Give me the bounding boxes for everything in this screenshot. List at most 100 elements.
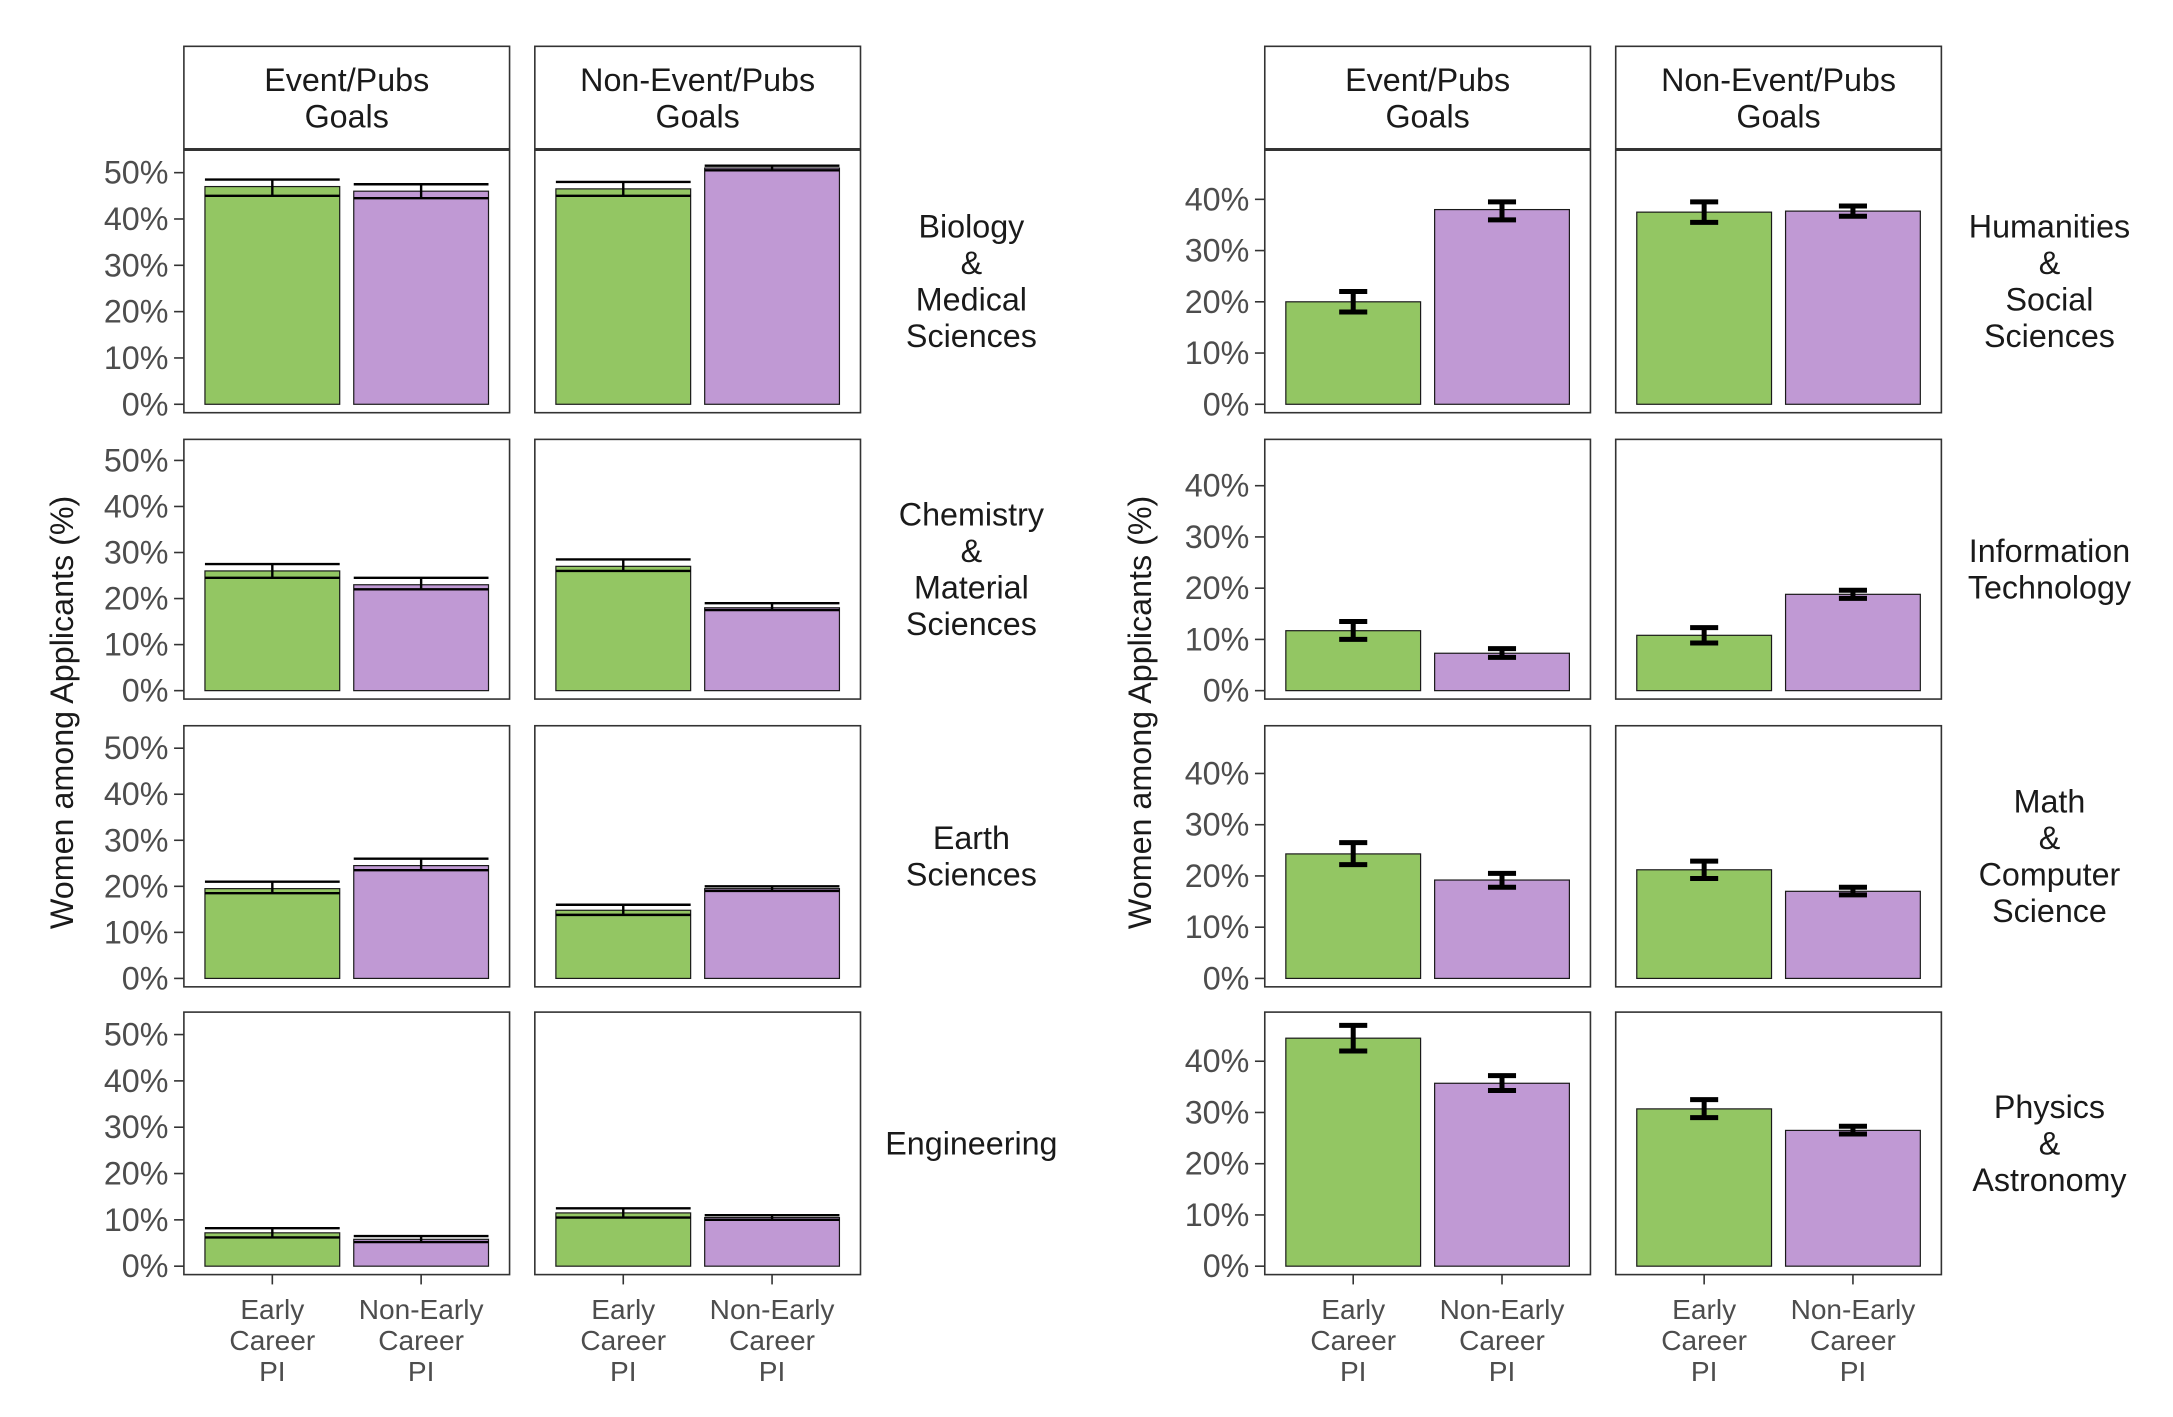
bar: [1784, 210, 1921, 405]
bar: [353, 190, 490, 405]
y-tick-label: 30%: [1185, 519, 1250, 555]
y-tick-label: 10%: [1185, 1197, 1250, 1233]
y-tick-label: 40%: [104, 1063, 169, 1099]
y-tick-label: 50%: [104, 730, 169, 766]
bar: [1784, 890, 1921, 980]
bar: [1636, 1108, 1773, 1267]
facet-strip-header: [534, 45, 862, 150]
y-tick-label: 0%: [122, 1248, 169, 1284]
x-tick-label: Non-Early Career PI: [1791, 1294, 1916, 1387]
y-tick-label: 40%: [1185, 468, 1250, 504]
y-tick-label: 30%: [1185, 233, 1250, 269]
y-tick-label: 10%: [1185, 335, 1250, 371]
facet-row-label: Chemistry & Material Sciences: [899, 496, 1045, 641]
y-tick-label: 20%: [104, 294, 169, 330]
y-tick-label: 10%: [104, 1202, 169, 1238]
y-tick-label: 20%: [104, 868, 169, 904]
x-tick-label: Early Career PI: [229, 1294, 315, 1387]
bar: [204, 888, 341, 980]
y-tick-label: 30%: [104, 247, 169, 283]
facet-row-label: Biology & Medical Sciences: [906, 209, 1037, 354]
bar: [204, 185, 341, 405]
bar: [1285, 301, 1422, 405]
y-tick-label: 20%: [1185, 570, 1250, 606]
y-tick-label: 30%: [104, 822, 169, 858]
x-tick-label: Non-Early Career PI: [359, 1294, 484, 1387]
y-tick-label: 0%: [1203, 673, 1250, 709]
y-tick-label: 20%: [104, 1156, 169, 1192]
facet-strip-label: Event/Pubs Goals: [1345, 62, 1510, 134]
y-tick-label: 10%: [104, 627, 169, 663]
bar: [1434, 208, 1570, 405]
facet-row-label: Information Technology: [1968, 533, 2132, 605]
y-tick-label: 40%: [1185, 755, 1250, 791]
facet-strip-header: [1614, 45, 1943, 150]
y-tick-label: 10%: [1185, 909, 1250, 945]
y-tick-label: 20%: [1185, 1146, 1250, 1182]
y-tick-label: 0%: [1203, 1248, 1250, 1284]
facet-row-label: Math & Computer Science: [1979, 784, 2121, 929]
facet-strip-label: Event/Pubs Goals: [264, 62, 429, 134]
y-tick-label: 50%: [104, 155, 169, 191]
bar: [555, 1212, 692, 1267]
x-tick-label: Early Career PI: [1310, 1294, 1396, 1387]
y-tick-label: 0%: [1203, 386, 1250, 422]
y-tick-label: 20%: [1185, 858, 1250, 894]
facet-strip-header: [1263, 45, 1592, 150]
bar: [555, 909, 692, 980]
bar: [1285, 1037, 1422, 1267]
y-tick-label: 0%: [122, 960, 169, 996]
y-tick-label: 0%: [1203, 960, 1250, 996]
bar: [353, 584, 490, 692]
y-axis-title: Women among Applicants (%): [44, 496, 80, 929]
y-tick-label: 40%: [104, 488, 169, 524]
x-tick-label: Non-Early Career PI: [1440, 1294, 1565, 1387]
facet-row-label: Earth Sciences: [906, 820, 1037, 892]
y-tick-label: 10%: [104, 914, 169, 950]
y-tick-label: 30%: [1185, 1094, 1250, 1130]
bar: [704, 607, 841, 692]
bar: [1636, 869, 1773, 980]
facet-strip-header: [183, 45, 511, 150]
bar: [1784, 1129, 1921, 1267]
bar: [1285, 853, 1422, 980]
y-tick-label: 40%: [104, 201, 169, 237]
bar: [204, 570, 341, 692]
y-tick-label: 0%: [122, 673, 169, 709]
y-tick-label: 50%: [104, 442, 169, 478]
bar: [1434, 1082, 1570, 1267]
facet-row-label: Engineering: [885, 1125, 1057, 1161]
bar: [555, 565, 692, 692]
facet-panel: [183, 1011, 511, 1276]
bar: [1784, 593, 1921, 692]
facet-row-label: Physics & Astronomy: [1972, 1089, 2127, 1198]
y-tick-label: 20%: [104, 581, 169, 617]
y-tick-label: 40%: [104, 776, 169, 812]
y-tick-label: 40%: [1185, 181, 1250, 217]
y-tick-label: 20%: [1185, 284, 1250, 320]
y-axis-title: Women among Applicants (%): [1122, 496, 1158, 929]
bar: [704, 167, 841, 405]
y-tick-label: 50%: [104, 1017, 169, 1053]
bar: [353, 865, 490, 980]
y-tick-label: 30%: [104, 535, 169, 571]
bar: [353, 1238, 490, 1267]
y-tick-label: 10%: [104, 340, 169, 376]
bar: [555, 188, 692, 405]
bar: [704, 1216, 841, 1267]
bar: [704, 888, 841, 980]
y-tick-label: 30%: [104, 1109, 169, 1145]
facet-row-label: Humanities & Social Sciences: [1969, 209, 2130, 354]
x-tick-label: Non-Early Career PI: [710, 1294, 835, 1387]
facet-strip-label: Non-Event/Pubs Goals: [580, 62, 815, 134]
facet-strip-label: Non-Event/Pubs Goals: [1661, 62, 1896, 134]
x-tick-label: Early Career PI: [580, 1294, 666, 1387]
bar: [1434, 879, 1570, 980]
y-tick-label: 10%: [1185, 621, 1250, 657]
x-tick-label: Early Career PI: [1661, 1294, 1747, 1387]
y-tick-label: 30%: [1185, 807, 1250, 843]
bar: [1636, 211, 1773, 405]
y-tick-label: 40%: [1185, 1043, 1250, 1079]
y-tick-label: 0%: [122, 386, 169, 422]
